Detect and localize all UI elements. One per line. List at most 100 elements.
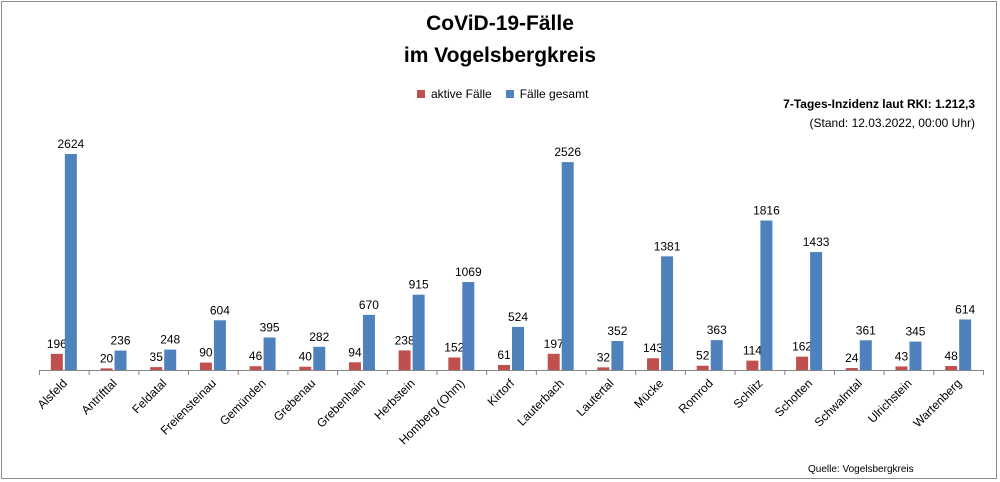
bar-gesamt [611, 341, 624, 370]
bar-gesamt [313, 346, 326, 370]
data-label-gesamt: 1433 [803, 235, 830, 249]
data-label-aktive: 152 [444, 340, 464, 354]
bar-gesamt [810, 252, 823, 370]
data-label-aktive: 24 [845, 351, 859, 365]
data-label-aktive: 162 [792, 340, 812, 354]
category-label: Antrifttal [79, 376, 120, 417]
data-label-aktive: 46 [249, 349, 263, 363]
bar-aktive [547, 353, 560, 370]
category-label: Schotten [772, 376, 815, 419]
data-label-gesamt: 670 [359, 298, 379, 312]
bar-gesamt [263, 337, 276, 370]
bar-aktive [100, 368, 113, 370]
bar-aktive [498, 364, 510, 370]
stand-text: (Stand: 12.03.2022, 00:00 Uhr) [809, 116, 975, 130]
bar-gesamt [859, 340, 872, 370]
data-label-gesamt: 915 [409, 278, 429, 292]
chart-title-line2: im Vogelsbergkreis [403, 44, 597, 67]
category-label: Gemünden [217, 376, 269, 428]
bar-aktive [647, 358, 660, 370]
bar-aktive [945, 366, 958, 370]
bar-gesamt [959, 319, 972, 370]
data-label-aktive: 43 [895, 349, 909, 363]
data-label-gesamt: 363 [707, 323, 727, 337]
category-label: Feldatal [129, 376, 169, 416]
bar-gesamt [462, 282, 475, 370]
source-text: Quelle: Vogelsbergkreis [808, 464, 914, 475]
legend: aktive Fälle Fälle gesamt [417, 87, 602, 101]
data-label-aktive: 61 [497, 348, 511, 362]
category-label: Lauterbach [514, 376, 566, 428]
bar-gesamt [213, 320, 226, 370]
data-label-gesamt: 345 [905, 325, 925, 339]
data-label-aktive: 238 [395, 333, 415, 347]
legend-item-gesamt: Fälle gesamt [505, 87, 589, 101]
bar-aktive [895, 366, 908, 370]
category-label: Ulrichstein [865, 376, 915, 426]
data-label-gesamt: 395 [260, 320, 280, 334]
category-label: Wartenberg [910, 376, 964, 430]
category-label: Lautertal [574, 376, 617, 419]
data-label-gesamt: 248 [160, 333, 180, 347]
bar-aktive [796, 356, 809, 370]
bar-gesamt [114, 350, 127, 370]
legend-item-aktive: aktive Fälle [417, 87, 492, 101]
bar-aktive [597, 367, 610, 370]
data-label-aktive: 143 [643, 341, 663, 355]
data-label-gesamt: 2624 [57, 137, 84, 151]
category-label: Grebenau [271, 376, 319, 424]
bar-aktive [845, 368, 858, 370]
category-label: Herbstein [372, 376, 418, 422]
data-label-gesamt: 352 [607, 324, 627, 338]
data-label-gesamt: 524 [508, 310, 528, 324]
bar-gesamt [412, 294, 425, 370]
data-label-aktive: 32 [597, 350, 611, 364]
bar-aktive [696, 365, 709, 370]
category-label: Romrod [676, 376, 716, 416]
legend-label-aktive: aktive Fälle [431, 87, 492, 101]
bar-aktive [199, 362, 212, 370]
data-label-aktive: 52 [696, 349, 710, 363]
bar-gesamt [64, 154, 77, 370]
bar-aktive [150, 367, 163, 370]
data-label-aktive: 114 [743, 344, 762, 358]
data-label-aktive: 94 [348, 345, 362, 359]
data-label-aktive: 196 [47, 337, 67, 351]
data-label-gesamt: 1816 [753, 204, 780, 218]
legend-swatch-gesamt [505, 90, 514, 98]
data-label-aktive: 40 [299, 350, 313, 364]
category-label: Grebenhain [314, 376, 368, 430]
bar-aktive [448, 357, 461, 370]
data-label-gesamt: 2526 [554, 145, 581, 159]
data-label-gesamt: 604 [210, 303, 230, 317]
data-label-gesamt: 1069 [455, 265, 482, 279]
data-label-gesamt: 236 [111, 334, 131, 348]
legend-label-gesamt: Fälle gesamt [519, 87, 589, 101]
bar-gesamt [760, 220, 773, 370]
category-label: Alsfeld [35, 376, 70, 411]
bar-aktive [50, 353, 63, 370]
bar-aktive [249, 366, 262, 370]
bar-gesamt [164, 349, 177, 370]
category-label: Schwalmtal [812, 376, 865, 429]
bar-aktive [299, 366, 312, 370]
data-label-aktive: 48 [944, 349, 958, 363]
chart-title-line1: CoViD-19-Fälle [426, 12, 574, 35]
bar-aktive [398, 350, 411, 370]
legend-swatch-aktive [417, 90, 425, 98]
bar-gesamt [362, 314, 375, 370]
category-label: Schlitz [731, 376, 766, 411]
bar-gesamt [710, 340, 723, 370]
category-label: Kirtorf [485, 376, 518, 409]
inzidenz-text: 7-Tages-Inzidenz laut RKI: 1.212,3 [783, 97, 975, 111]
data-label-aktive: 20 [100, 351, 114, 365]
data-label-aktive: 90 [199, 346, 213, 360]
bar-aktive [746, 360, 759, 370]
bar-gesamt [561, 162, 574, 370]
bar-gesamt [909, 341, 922, 370]
data-label-aktive: 197 [544, 337, 564, 351]
data-label-gesamt: 361 [856, 323, 876, 337]
category-label: Mücke [631, 376, 666, 411]
